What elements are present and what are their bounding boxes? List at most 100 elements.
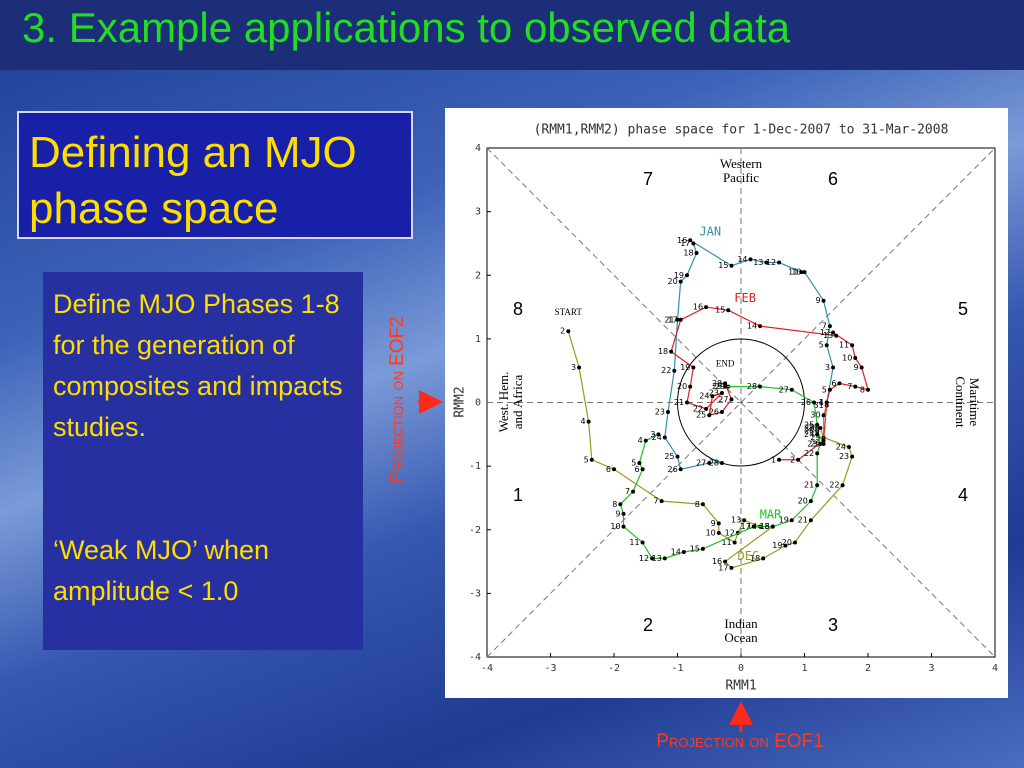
point <box>726 308 731 313</box>
day-label: 11 <box>788 268 798 277</box>
day-label: 6 <box>831 379 836 388</box>
day-label: 19 <box>680 363 690 372</box>
y-tick-label: 4 <box>475 143 481 154</box>
day-label: 27 <box>779 385 789 394</box>
day-label: 22 <box>693 404 703 413</box>
point <box>685 400 690 405</box>
day-label: 23 <box>655 408 665 417</box>
day-label: 14 <box>747 322 757 331</box>
point <box>748 257 753 262</box>
x-tick-label: -1 <box>671 663 683 674</box>
point <box>716 521 721 526</box>
region-label: Indian Ocean <box>724 616 758 645</box>
day-label: 29 <box>715 382 725 391</box>
point <box>792 540 797 545</box>
heading-box: Defining an MJO phase space <box>17 111 413 239</box>
title-bar: 3. Example applications to observed data <box>0 0 1024 70</box>
y-tick-label: 3 <box>475 207 481 218</box>
point <box>678 467 683 472</box>
day-label: 24 <box>836 443 846 452</box>
phase-number: 8 <box>513 299 523 319</box>
point <box>678 317 683 322</box>
day-label: 23 <box>807 439 817 448</box>
chart-title: (RMM1,RMM2) phase space for 1-Dec-2007 t… <box>534 123 949 138</box>
y-tick-label: -3 <box>469 588 481 599</box>
heading: Defining an MJO phase space <box>29 128 357 233</box>
day-label: 21 <box>674 398 684 407</box>
eof2-label: Projection on EOF2 <box>387 316 408 483</box>
eof1-label: Projection on EOF1 <box>656 731 823 752</box>
point <box>704 406 709 411</box>
point <box>812 400 817 405</box>
day-label: 5 <box>631 458 636 467</box>
x-tick-label: 4 <box>992 663 998 674</box>
point <box>821 413 826 418</box>
point <box>824 343 829 348</box>
month-label: JAN <box>699 224 721 238</box>
day-label: 22 <box>804 449 814 458</box>
point <box>789 518 794 523</box>
day-label: 27 <box>696 458 706 467</box>
point <box>577 365 582 370</box>
day-label: 1 <box>771 455 776 464</box>
point <box>716 530 721 535</box>
day-label: 7 <box>847 382 852 391</box>
day-label: 20 <box>667 277 677 286</box>
day-label: 14 <box>737 255 747 264</box>
x-tick-label: 2 <box>865 663 871 674</box>
x-tick-label: 3 <box>928 663 934 674</box>
point <box>612 467 616 472</box>
day-label: 9 <box>711 519 716 528</box>
y-tick-label: -2 <box>469 525 481 536</box>
day-label: 5 <box>584 455 589 464</box>
point <box>758 384 763 389</box>
day-label: 24 <box>652 433 662 442</box>
day-label: 28 <box>747 382 757 391</box>
day-label: 12 <box>725 528 735 537</box>
point <box>631 489 636 494</box>
point <box>732 540 737 545</box>
day-label: 13 <box>753 258 763 267</box>
day-label: 25 <box>810 433 820 442</box>
day-label: 22 <box>661 366 671 375</box>
day-label: 28 <box>709 458 719 467</box>
day-label: 29 <box>810 439 820 448</box>
point <box>637 460 642 465</box>
day-label: 9 <box>815 296 820 305</box>
point <box>815 422 820 427</box>
point <box>818 441 823 446</box>
point <box>675 317 680 322</box>
month-label: MAR <box>760 508 782 522</box>
day-label: 18 <box>658 347 668 356</box>
unit-circle <box>677 338 805 467</box>
day-label: 5 <box>819 341 824 350</box>
point <box>761 556 766 561</box>
day-label: 21 <box>664 315 674 324</box>
point <box>723 559 728 564</box>
day-label: 10 <box>706 528 716 537</box>
day-label: 18 <box>760 522 770 531</box>
point <box>751 524 756 529</box>
point <box>691 241 696 246</box>
point <box>802 270 807 275</box>
day-label: 21 <box>804 481 814 490</box>
day-label: 2 <box>790 455 795 464</box>
point <box>853 355 858 360</box>
day-label: 4 <box>819 398 824 407</box>
day-label: 11 <box>721 538 731 547</box>
point <box>799 270 804 275</box>
day-label: 19 <box>674 271 684 280</box>
trajectory <box>664 239 834 471</box>
point <box>662 556 667 561</box>
point <box>846 445 851 450</box>
day-label: 4 <box>638 436 643 445</box>
day-label: 6 <box>634 465 639 474</box>
point <box>650 556 655 561</box>
day-label: 8 <box>612 500 617 509</box>
point <box>640 540 645 545</box>
day-label: 5 <box>822 385 827 394</box>
point <box>729 565 734 570</box>
day-label: 12 <box>820 328 830 337</box>
point <box>685 273 690 278</box>
